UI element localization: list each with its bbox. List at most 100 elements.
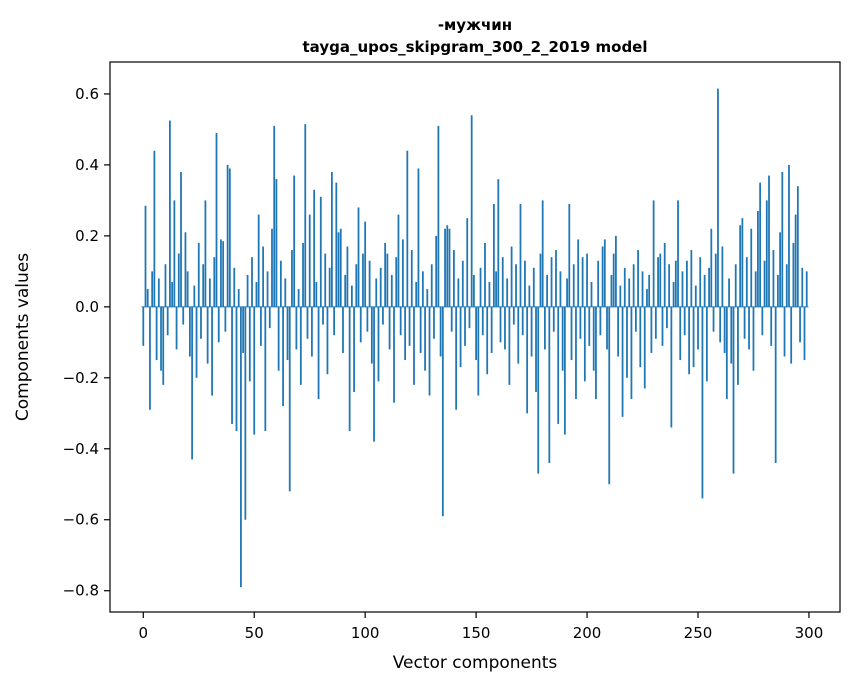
bar [177, 253, 180, 307]
bar [317, 306, 320, 400]
bar [251, 257, 253, 307]
bar [410, 250, 413, 307]
bar [714, 253, 717, 307]
bar [373, 306, 375, 442]
bar [142, 306, 145, 346]
bar [286, 306, 289, 361]
bar [563, 306, 566, 435]
bar [149, 306, 151, 410]
bar [723, 306, 726, 353]
bar [211, 306, 213, 396]
bar [588, 306, 591, 346]
bar [599, 306, 602, 336]
bar [630, 306, 633, 400]
bar [421, 271, 424, 307]
bar [783, 306, 786, 357]
bar [315, 282, 318, 307]
bar [501, 257, 504, 307]
bar [413, 306, 415, 385]
bar [311, 306, 313, 357]
x-tick-label: 100 [351, 624, 380, 642]
bar [437, 125, 440, 307]
bar [470, 115, 473, 307]
bar [144, 205, 147, 307]
bar [586, 253, 588, 307]
bar [193, 285, 196, 307]
bar [308, 214, 311, 307]
bar [186, 271, 189, 307]
bar [297, 289, 300, 307]
bar [688, 306, 691, 375]
bar [595, 306, 597, 400]
bar [524, 260, 526, 307]
bar [328, 267, 331, 307]
bar [608, 306, 611, 485]
bar [208, 278, 211, 307]
bar [473, 274, 475, 307]
bar [284, 278, 287, 307]
bar [182, 306, 185, 325]
bar [366, 306, 369, 332]
bar [725, 306, 728, 400]
bar [273, 125, 276, 307]
bar [264, 306, 267, 432]
bar [342, 306, 344, 353]
bar [184, 232, 187, 307]
axis-ticks: 0 50 100 150 200 250 300 0.6 0.4 0.2 0.0 −0.2 −0.4 −0… [63, 85, 824, 642]
bar [559, 271, 562, 307]
bar [719, 306, 722, 343]
bar [577, 239, 580, 307]
bar [395, 257, 398, 307]
bar [701, 306, 704, 499]
bar [492, 203, 495, 307]
bar [237, 289, 240, 307]
bar [626, 306, 628, 378]
bar [200, 306, 202, 339]
bar [495, 271, 497, 307]
bar [710, 228, 713, 307]
y-tick-label: 0.6 [75, 85, 99, 103]
bar [792, 242, 795, 307]
bar [617, 306, 620, 357]
bar [197, 242, 200, 307]
bar [570, 306, 573, 361]
bar [623, 267, 626, 307]
bar [721, 246, 724, 307]
bar [557, 306, 560, 424]
bar [304, 124, 307, 307]
bar [610, 274, 613, 307]
bar [515, 264, 517, 307]
bar [244, 306, 247, 520]
y-tick-label: 0.2 [75, 227, 99, 245]
bar [748, 306, 750, 350]
bar [601, 246, 604, 307]
chart-title: -мужчин [438, 16, 512, 34]
y-tick-label: 0.0 [75, 298, 99, 316]
bar [650, 306, 653, 353]
bar [752, 306, 755, 371]
bar [597, 260, 600, 307]
bar [326, 306, 329, 375]
bar [464, 306, 466, 346]
bar [548, 306, 551, 463]
bar [382, 306, 384, 325]
bar [484, 242, 486, 307]
bar [430, 264, 433, 307]
bar [468, 306, 471, 329]
bar [692, 306, 695, 368]
bar [220, 239, 222, 307]
bar [293, 175, 296, 307]
bar [788, 164, 790, 307]
bar [180, 172, 182, 307]
bar [206, 306, 209, 364]
bar [772, 250, 775, 307]
bar [803, 306, 806, 361]
bar [233, 267, 236, 307]
bar [362, 253, 364, 307]
bar [479, 267, 482, 307]
bar [737, 306, 739, 385]
bar [743, 306, 746, 339]
bar [271, 228, 273, 307]
axes-frame [109, 61, 841, 613]
